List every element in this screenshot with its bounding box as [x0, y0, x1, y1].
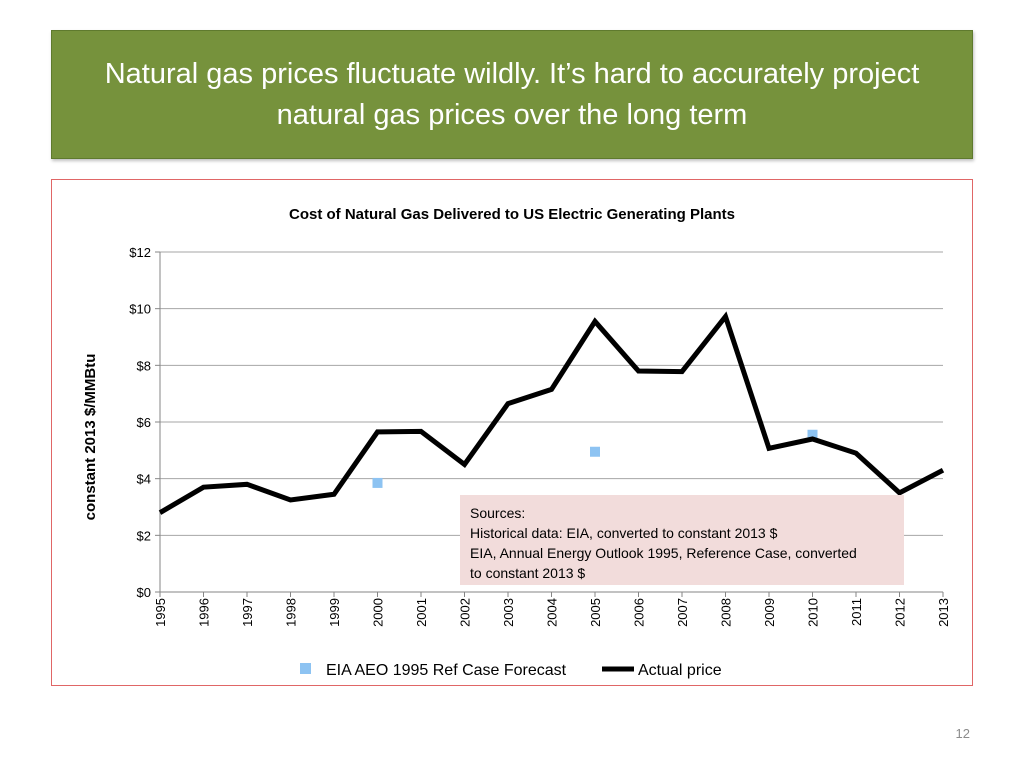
x-tick-label: 2010: [806, 598, 821, 627]
x-tick-label: 1995: [153, 598, 168, 627]
y-tick-label: $10: [129, 302, 151, 317]
x-tick-label: 1996: [197, 598, 212, 627]
x-tick-label: 2009: [762, 598, 777, 627]
y-tick-label: $0: [137, 585, 151, 600]
sources-line-aeo: EIA, Annual Energy Outlook 1995, Referen…: [470, 545, 857, 561]
title-banner: Natural gas prices fluctuate wildly. It’…: [51, 30, 973, 159]
slide-title: Natural gas prices fluctuate wildly. It’…: [52, 54, 972, 136]
legend: EIA AEO 1995 Ref Case Forecast Actual pri…: [300, 662, 722, 679]
x-tick-label: 2012: [893, 598, 908, 627]
chart-frame: [51, 179, 973, 686]
y-axis-label: constant 2013 $/MMBtu: [82, 354, 99, 521]
slide-title-line-2: natural gas prices over the long term: [276, 98, 748, 131]
forecast-marker: [372, 477, 383, 488]
x-tick-label: 1998: [284, 598, 299, 627]
y-tick-label: $8: [137, 358, 151, 373]
x-tick-label: 2003: [501, 598, 516, 627]
x-tick-label: 2000: [371, 598, 386, 627]
x-tick-label: 2005: [588, 598, 603, 627]
x-tick-label: 2011: [849, 598, 864, 626]
legend-forecast-label: EIA AEO 1995 Ref Case Forecast: [326, 662, 567, 679]
y-tick-label: $6: [137, 415, 151, 430]
legend-actual-label: Actual price: [638, 662, 722, 679]
x-tick-label: 2008: [719, 598, 734, 627]
x-tick-label: 1997: [240, 598, 255, 627]
x-tick-label: 2002: [458, 598, 473, 627]
x-tick-label: 1999: [327, 598, 342, 627]
series-line-actual-price: [158, 311, 945, 515]
sources-heading: Sources:: [470, 505, 526, 521]
x-tick-label: 2001: [414, 598, 429, 627]
sources-note: Sources: Historical data: EIA, converted…: [460, 495, 904, 585]
sources-line-historical: Historical data: EIA, converted to const…: [470, 525, 778, 541]
forecast-marker: [590, 446, 600, 457]
y-tick-label: $2: [137, 528, 151, 543]
y-tick-label: $12: [129, 245, 151, 260]
forecast-marker: [807, 429, 818, 440]
x-tick-label: 2013: [936, 598, 951, 627]
sources-line-aeo-cont: to constant 2013 $: [470, 565, 586, 581]
page-number: 12: [955, 726, 970, 741]
series: [158, 311, 945, 515]
x-tick-label: 2007: [675, 598, 690, 627]
axes: [155, 251, 944, 597]
x-tick-labels: 1995 1996 1997 1998 1999 2000 2001 2002 2003 2004…: [153, 598, 951, 627]
y-tick-labels: $0 $2 $4 $6 $8 $10 $12: [129, 245, 151, 600]
chart-title: Cost of Natural Gas Delivered to US Elec…: [289, 206, 735, 223]
x-tick-label: 2004: [545, 598, 560, 627]
x-tick-label: 2006: [632, 598, 647, 627]
legend-forecast-swatch: [300, 663, 311, 674]
slide-title-line-1: Natural gas prices fluctuate wildly. It’…: [104, 57, 920, 90]
y-tick-label: $4: [137, 472, 151, 487]
